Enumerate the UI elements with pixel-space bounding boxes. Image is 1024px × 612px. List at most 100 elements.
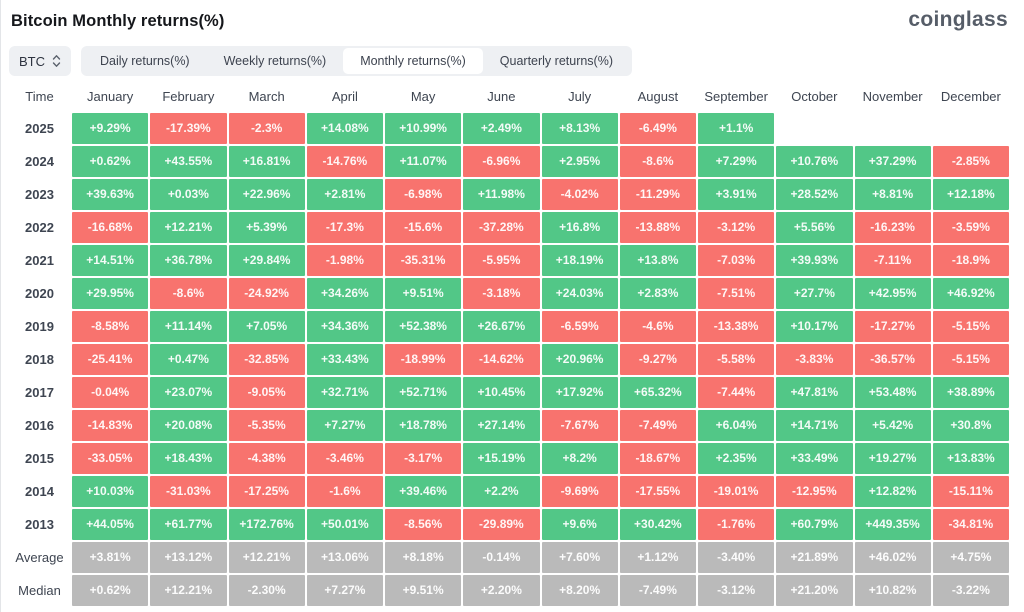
return-cell: -5.58% (698, 344, 775, 375)
return-cell: +0.47% (150, 344, 227, 375)
return-cell: +52.38% (385, 311, 462, 342)
table-row-2013: 2013 +44.05% +61.77% +172.76% +50.01% -8.56% -… (9, 509, 1009, 540)
return-cell: +12.21% (150, 575, 227, 606)
return-cell: +16.81% (228, 146, 305, 177)
return-cell: -19.01% (698, 476, 775, 507)
return-cell: +53.48% (854, 377, 931, 408)
return-cell: +52.71% (385, 377, 462, 408)
column-header-march: March (248, 89, 285, 104)
return-cell: -18.9% (932, 245, 1009, 276)
return-cell: +14.71% (776, 410, 853, 441)
return-cell: -17.39% (150, 113, 227, 144)
row-label: 2017 (25, 385, 54, 400)
return-cell: -18.67% (619, 443, 696, 474)
return-cell: +47.81% (776, 377, 853, 408)
return-cell: +30.42% (619, 509, 696, 540)
table-row-2017: 2017 -0.04% +23.07% -9.05% +32.71% +52.71% +10… (9, 377, 1009, 408)
return-cell: -1.98% (306, 245, 383, 276)
return-cell: +38.89% (932, 377, 1009, 408)
return-cell: +43.55% (150, 146, 227, 177)
return-cell: +7.27% (306, 410, 383, 441)
tab-quarterly-returns[interactable]: Quarterly returns(%) (499, 54, 614, 68)
tab-daily-returns[interactable]: Daily returns(%) (100, 54, 190, 68)
return-cell (933, 113, 1009, 144)
return-cell: -3.46% (306, 443, 383, 474)
return-cell: -3.18% (463, 278, 540, 309)
return-cell: -34.81% (932, 509, 1009, 540)
return-cell: +61.77% (150, 509, 227, 540)
return-cell: -15.11% (932, 476, 1009, 507)
return-cell: -4.38% (228, 443, 305, 474)
return-cell: +10.82% (854, 575, 931, 606)
symbol-select[interactable]: BTC (9, 46, 71, 76)
return-cell: +46.02% (854, 542, 931, 573)
table-row-2020: 2020 +29.95% -8.6% -24.92% +34.26% +9.51% -3.1… (9, 278, 1009, 309)
row-label: 2023 (25, 187, 54, 202)
row-label: Median (18, 583, 61, 598)
return-cell: +13.8% (619, 245, 696, 276)
return-cell: +50.01% (306, 509, 383, 540)
return-cell: -1.76% (698, 509, 775, 540)
return-cell: -3.40% (698, 542, 775, 573)
return-cell: -32.85% (228, 344, 305, 375)
column-header-october: October (791, 89, 838, 104)
return-cell: +20.96% (541, 344, 618, 375)
return-cell: +29.84% (228, 245, 305, 276)
tab-monthly-returns[interactable]: Monthly returns(%) (343, 48, 483, 74)
return-cell: -14.76% (306, 146, 383, 177)
return-cell: +23.07% (150, 377, 227, 408)
table-row-2021: 2021 +14.51% +36.78% +29.84% -1.98% -35.31% -5… (9, 245, 1009, 276)
return-cell: +3.91% (698, 179, 775, 210)
return-cell: +2.83% (619, 278, 696, 309)
return-cell: +7.29% (698, 146, 775, 177)
return-cell: +1.12% (619, 542, 696, 573)
return-cell: -7.49% (619, 410, 696, 441)
return-cell: -5.35% (228, 410, 305, 441)
return-cell: -8.6% (150, 278, 227, 309)
row-label: 2018 (25, 352, 54, 367)
return-cell: -33.05% (72, 443, 149, 474)
return-cell: -7.49% (619, 575, 696, 606)
return-cell: +16.8% (541, 212, 618, 243)
return-cell: +29.95% (72, 278, 149, 309)
return-cell: -8.58% (72, 311, 149, 342)
return-cell: +42.95% (854, 278, 931, 309)
table-row-2024: 2024 +0.62% +43.55% +16.81% -14.76% +11.07% -6… (9, 146, 1009, 177)
table-row-2015: 2015 -33.05% +18.43% -4.38% -3.46% -3.17% +15.… (9, 443, 1009, 474)
return-cell: -17.25% (228, 476, 305, 507)
return-cell: -4.02% (541, 179, 618, 210)
column-header-august: August (637, 89, 679, 104)
return-cell: -12.95% (776, 476, 853, 507)
table-header-row: Time January February March April May June July… (9, 86, 1009, 108)
return-cell: -35.31% (385, 245, 462, 276)
return-cell: +9.29% (72, 113, 149, 144)
return-cell: +18.19% (541, 245, 618, 276)
column-header-may: May (410, 89, 436, 104)
return-cell: +2.49% (463, 113, 540, 144)
return-cell: +8.20% (541, 575, 618, 606)
return-cell: +15.19% (463, 443, 540, 474)
return-cell: +11.07% (385, 146, 462, 177)
tab-weekly-returns[interactable]: Weekly returns(%) (223, 54, 327, 68)
return-cell: -7.67% (541, 410, 618, 441)
return-cell: +11.98% (463, 179, 540, 210)
return-cell: -6.96% (463, 146, 540, 177)
return-cell: -3.22% (932, 575, 1009, 606)
return-cell: +2.35% (698, 443, 775, 474)
coinglass-logo: coinglass (908, 8, 1008, 31)
return-cell: +8.18% (385, 542, 462, 573)
row-label: 2019 (25, 319, 54, 334)
return-cell: +7.05% (228, 311, 305, 342)
row-label: 2022 (25, 220, 54, 235)
return-cell: +11.14% (150, 311, 227, 342)
return-cell: -16.68% (72, 212, 149, 243)
returns-table: Time January February March April May June July… (9, 86, 1016, 606)
row-label: 2020 (25, 286, 54, 301)
return-cell: +28.52% (776, 179, 853, 210)
return-cell: -6.59% (541, 311, 618, 342)
table-row-2023: 2023 +39.63% +0.03% +22.96% +2.81% -6.98% +11.… (9, 179, 1009, 210)
return-cell: -11.29% (619, 179, 696, 210)
return-cell: -37.28% (463, 212, 540, 243)
return-cell: -0.14% (463, 542, 540, 573)
return-cell: +27.7% (776, 278, 853, 309)
